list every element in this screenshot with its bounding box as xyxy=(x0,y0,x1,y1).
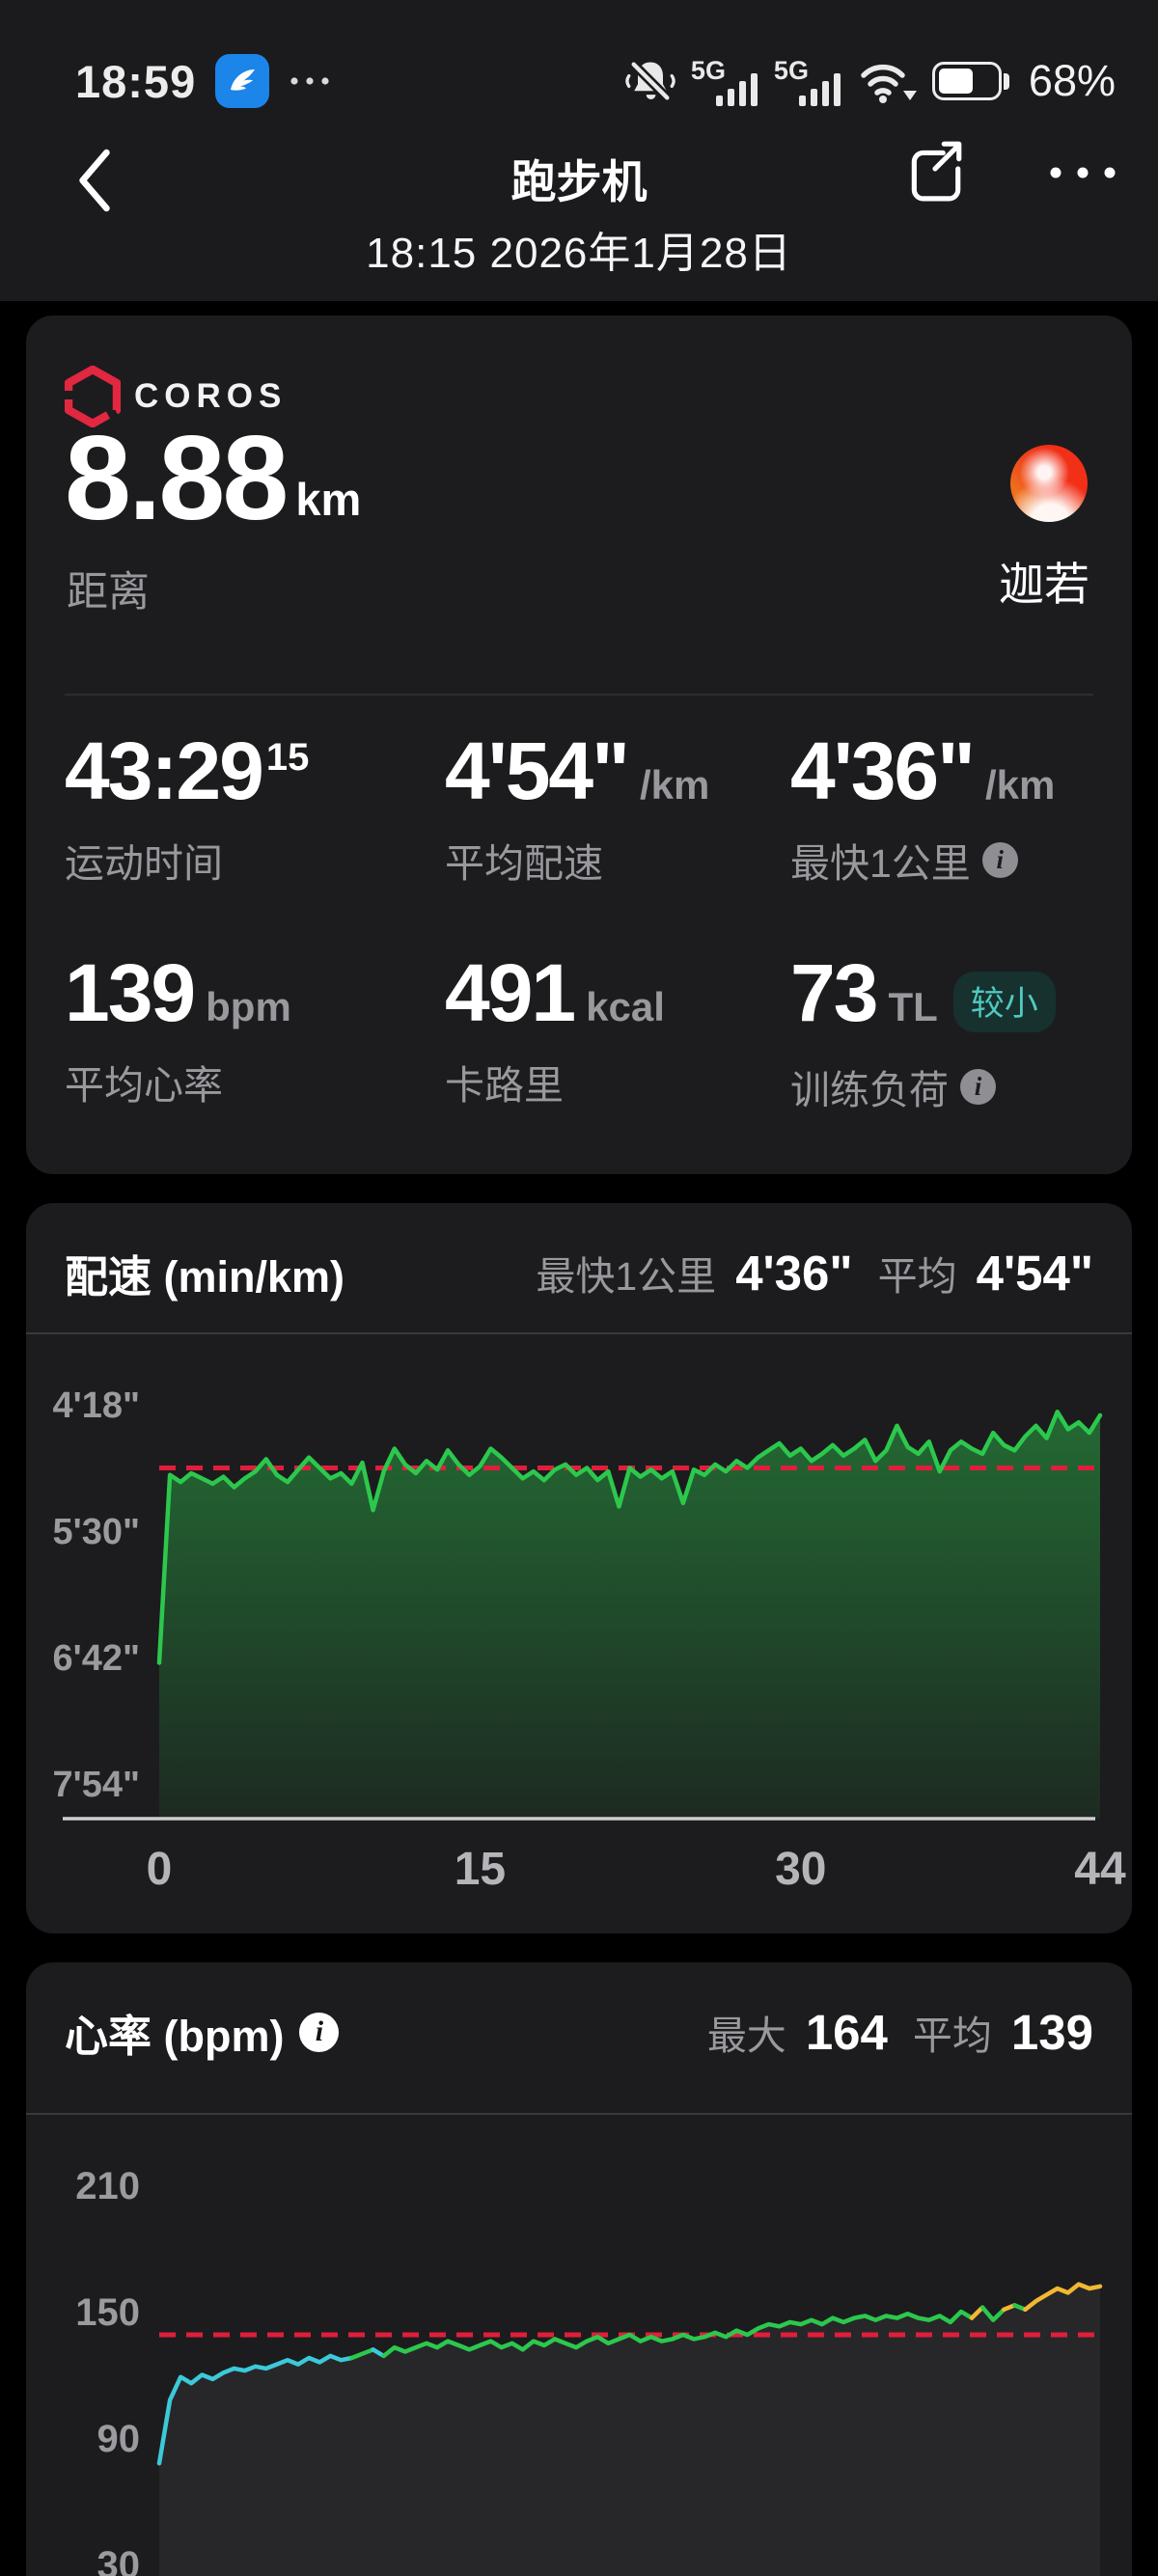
signal-bars-icon xyxy=(798,73,841,106)
legend-avg-label: 平均 xyxy=(877,1254,957,1299)
distance-unit: km xyxy=(295,474,362,526)
stat-label: 运动时间 xyxy=(65,841,223,886)
stats-grid: 43:29 15 运动时间 4'54" /km 平均配速 4'36" /km 最… xyxy=(65,730,1095,1115)
divider xyxy=(26,1332,1132,1334)
stat-duration: 43:29 15 运动时间 xyxy=(65,730,445,889)
stat-unit: TL xyxy=(888,984,938,1029)
share-button[interactable] xyxy=(905,139,965,206)
svg-text:4'18": 4'18" xyxy=(53,1385,140,1426)
stat-avg-pace: 4'54" /km 平均配速 xyxy=(445,730,790,889)
status-bar: 18:59 xyxy=(0,0,1158,114)
signal-bars-icon xyxy=(715,73,758,106)
svg-text:90: 90 xyxy=(97,2418,141,2460)
pace-chart[interactable]: 4'18" 5'30" 6'42" 7'54"0 15 30 44 xyxy=(26,1203,1132,1933)
stat-unit: /km xyxy=(639,762,710,808)
svg-text:30: 30 xyxy=(775,1844,826,1895)
svg-text:7'54": 7'54" xyxy=(53,1765,140,1805)
svg-text:0: 0 xyxy=(147,1844,173,1895)
avatar[interactable] xyxy=(1010,445,1088,522)
legend-max-hr-value: 164 xyxy=(805,2005,888,2060)
svg-text:150: 150 xyxy=(75,2291,140,2334)
stat-label-text: 最快1公里 xyxy=(790,841,971,886)
svg-text:15: 15 xyxy=(455,1844,506,1895)
stat-calories: 491 kcal 卡路里 xyxy=(445,952,790,1115)
info-icon[interactable]: i xyxy=(960,1068,996,1105)
stat-label: 训练负荷 i xyxy=(790,1057,1095,1115)
clock-time: 18:59 xyxy=(75,55,197,107)
divider xyxy=(26,2113,1132,2115)
coros-hexagon-icon xyxy=(65,366,121,427)
hr-chart-card: 心率 (bpm) i 最大 164 平均 139 210 150 90 30 xyxy=(26,1962,1132,2576)
page-title: 跑步机 xyxy=(510,156,648,207)
coros-logo: COROS xyxy=(65,366,287,427)
activity-datetime: 18:15 2026年1月28日 xyxy=(366,230,792,277)
legend-avg-hr-label: 平均 xyxy=(912,2014,992,2058)
stat-value: 491 xyxy=(445,947,576,1038)
battery-icon xyxy=(931,62,1009,100)
info-icon[interactable]: i xyxy=(299,2012,340,2052)
svg-text:5'30": 5'30" xyxy=(53,1512,140,1552)
network-type-label: 5G xyxy=(690,56,726,85)
share-icon xyxy=(911,141,962,202)
wing-icon xyxy=(231,69,256,91)
hr-chart-title: 心率 (bpm) xyxy=(65,2011,285,2061)
legend-max-hr-label: 最大 xyxy=(706,2014,786,2058)
legend-avg-value: 4'54" xyxy=(976,1246,1093,1301)
wifi-icon xyxy=(861,64,917,103)
legend-avg-hr-value: 139 xyxy=(1010,2005,1093,2060)
nav-header: 跑步机 18:15 2026年1月28日 xyxy=(0,114,1158,301)
info-icon[interactable]: i xyxy=(981,841,1018,878)
hr-chart[interactable]: 210 150 90 30 xyxy=(26,1962,1132,2576)
cellular-signal-1: 5G xyxy=(691,54,758,108)
chevron-left-icon xyxy=(79,149,110,212)
notification-ellipsis-icon xyxy=(290,77,329,85)
svg-text:30: 30 xyxy=(97,2544,141,2576)
distance-value: 8.88 xyxy=(65,412,289,545)
stat-label: 平均配速 xyxy=(445,841,603,886)
stat-value: 4'54" xyxy=(445,726,630,816)
cellular-signal-2: 5G xyxy=(774,54,841,108)
legend-fastest-km-value: 4'36" xyxy=(735,1246,853,1301)
divider xyxy=(65,694,1093,696)
network-type-label: 5G xyxy=(773,56,809,85)
stat-label: 平均心率 xyxy=(65,1063,223,1108)
svg-text:44: 44 xyxy=(1074,1844,1126,1895)
legend-fastest-km-label: 最快1公里 xyxy=(536,1254,717,1299)
stat-value: 43:29 xyxy=(65,726,264,816)
pace-chart-title: 配速 (min/km) xyxy=(65,1251,345,1302)
ellipsis-icon xyxy=(1050,167,1116,178)
svg-text:210: 210 xyxy=(75,2165,140,2207)
svg-text:6'42": 6'42" xyxy=(53,1638,140,1679)
stat-training-load: 73 TL 较小 训练负荷 i xyxy=(790,952,1095,1115)
stat-avg-hr: 139 bpm 平均心率 xyxy=(65,952,445,1115)
stat-label-text: 训练负荷 xyxy=(790,1068,949,1112)
stat-unit: bpm xyxy=(206,984,291,1029)
stat-label: 卡路里 xyxy=(445,1063,564,1108)
stat-unit: /km xyxy=(984,762,1056,808)
notification-app-icon xyxy=(215,54,270,108)
back-button[interactable] xyxy=(75,147,122,214)
training-load-badge: 较小 xyxy=(952,972,1056,1032)
stat-label: 最快1公里 i xyxy=(790,831,1095,889)
stat-value: 73 xyxy=(790,947,878,1038)
stat-value: 4'36" xyxy=(790,726,976,816)
distance-label: 距离 xyxy=(67,569,150,616)
summary-card: COROS 8.88 km 距离 迦若 43:29 15 运动时间 4'54" … xyxy=(26,315,1132,1174)
stat-value: 139 xyxy=(65,947,196,1038)
pace-chart-card: 配速 (min/km) 最快1公里 4'36" 平均 4'54" 4'18" 5'… xyxy=(26,1203,1132,1933)
stat-unit: kcal xyxy=(586,984,665,1029)
top-bar: 18:59 xyxy=(0,0,1158,301)
coros-wordmark: COROS xyxy=(134,377,288,415)
more-options-button[interactable] xyxy=(1048,158,1121,187)
stat-fastest-km: 4'36" /km 最快1公里 i xyxy=(790,730,1095,889)
mute-bell-icon xyxy=(625,60,676,102)
user-name: 迦若 xyxy=(999,559,1089,610)
battery-percent: 68% xyxy=(1028,56,1116,105)
stat-value-seconds: 15 xyxy=(265,736,310,779)
